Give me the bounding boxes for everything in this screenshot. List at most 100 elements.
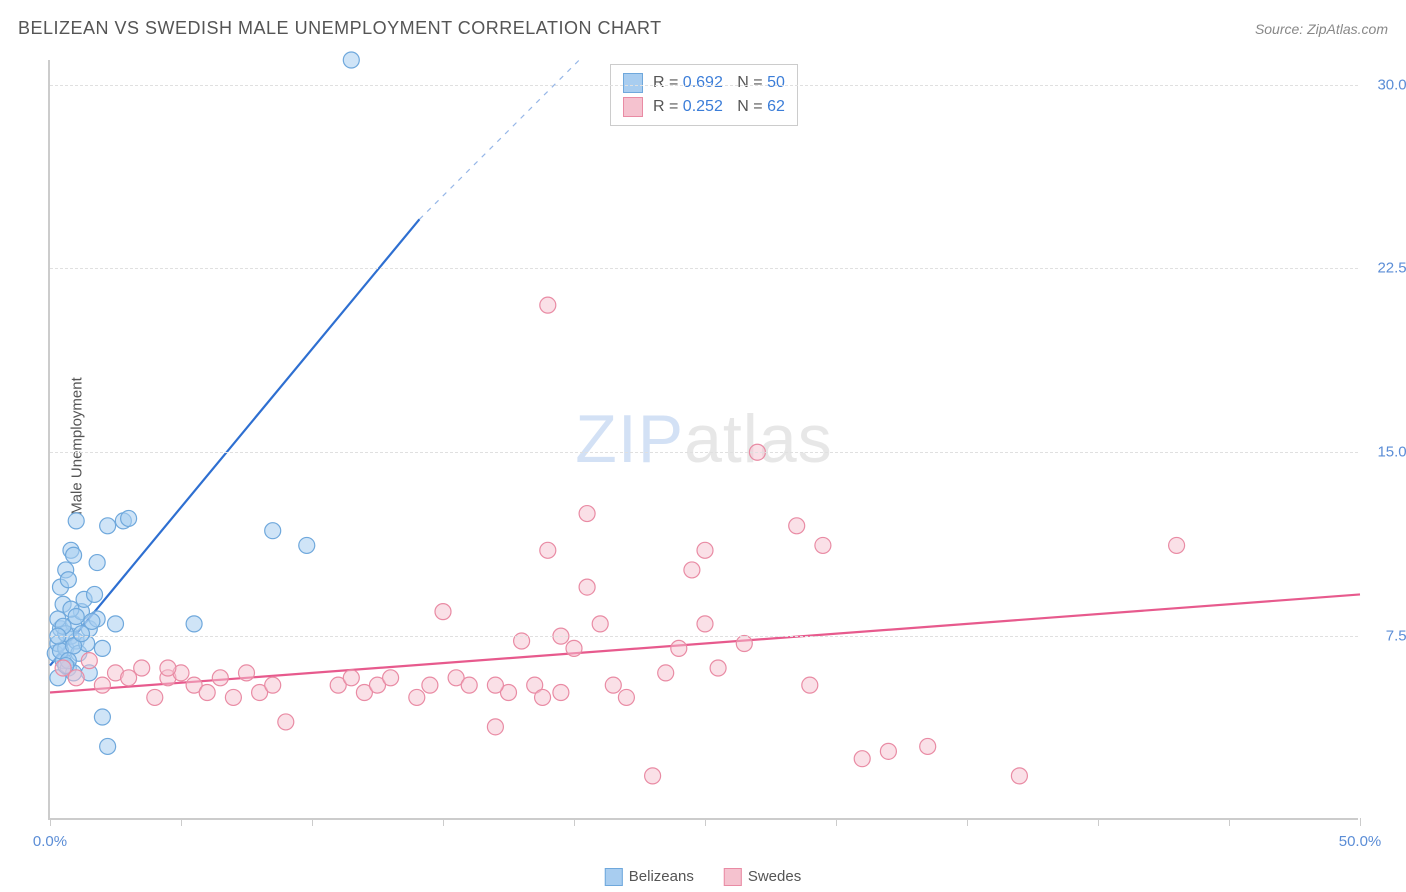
gridline-h: [50, 452, 1358, 453]
data-point: [108, 616, 124, 632]
data-point: [134, 660, 150, 676]
data-point: [81, 653, 97, 669]
data-point: [815, 537, 831, 553]
x-tick: [705, 818, 706, 826]
x-tick: [967, 818, 968, 826]
y-tick-label: 30.0%: [1377, 76, 1406, 93]
data-point: [73, 626, 89, 642]
data-point: [789, 518, 805, 534]
data-point: [553, 685, 569, 701]
scatter-svg: [50, 60, 1358, 818]
data-point: [618, 689, 634, 705]
correlation-stats-box: R = 0.692 N = 50R = 0.252 N = 62: [610, 64, 798, 126]
data-point: [60, 572, 76, 588]
data-point: [299, 537, 315, 553]
legend-swatch: [724, 868, 742, 886]
x-tick-label: 50.0%: [1339, 833, 1382, 850]
source-credit: Source: ZipAtlas.com: [1255, 21, 1388, 37]
x-tick: [574, 818, 575, 826]
data-point: [100, 738, 116, 754]
data-point: [579, 506, 595, 522]
data-point: [422, 677, 438, 693]
data-point: [736, 635, 752, 651]
data-point: [147, 689, 163, 705]
data-point: [671, 640, 687, 656]
data-point: [343, 670, 359, 686]
data-point: [697, 616, 713, 632]
y-tick-label: 22.5%: [1377, 260, 1406, 277]
data-point: [710, 660, 726, 676]
data-point: [592, 616, 608, 632]
data-point: [278, 714, 294, 730]
data-point: [487, 677, 503, 693]
data-point: [409, 689, 425, 705]
stats-swatch: [623, 97, 643, 117]
x-tick-label: 0.0%: [33, 833, 67, 850]
data-point: [66, 547, 82, 563]
data-point: [199, 685, 215, 701]
data-point: [1011, 768, 1027, 784]
data-point: [212, 670, 228, 686]
x-tick: [1229, 818, 1230, 826]
data-point: [160, 660, 176, 676]
plot-area: ZIPatlas R = 0.692 N = 50R = 0.252 N = 6…: [48, 60, 1358, 820]
chart-header: BELIZEAN VS SWEDISH MALE UNEMPLOYMENT CO…: [18, 18, 1388, 39]
y-tick-label: 15.0%: [1377, 444, 1406, 461]
data-point: [68, 609, 84, 625]
data-point: [186, 616, 202, 632]
x-tick: [1360, 818, 1361, 826]
data-point: [225, 689, 241, 705]
data-point: [87, 586, 103, 602]
x-tick: [1098, 818, 1099, 826]
gridline-h: [50, 636, 1358, 637]
legend-item: Swedes: [724, 868, 801, 886]
data-point: [239, 665, 255, 681]
data-point: [487, 719, 503, 735]
data-point: [121, 510, 137, 526]
x-tick: [312, 818, 313, 826]
data-point: [880, 743, 896, 759]
chart-title: BELIZEAN VS SWEDISH MALE UNEMPLOYMENT CO…: [18, 18, 662, 39]
stats-swatch: [623, 73, 643, 93]
data-point: [265, 677, 281, 693]
data-point: [68, 513, 84, 529]
data-point: [566, 640, 582, 656]
data-point: [854, 751, 870, 767]
x-tick: [50, 818, 51, 826]
y-tick-label: 7.5%: [1386, 628, 1406, 645]
source-link[interactable]: ZipAtlas.com: [1307, 21, 1388, 37]
data-point: [1169, 537, 1185, 553]
legend: BelizeansSwedes: [605, 868, 801, 886]
data-point: [540, 297, 556, 313]
data-point: [540, 542, 556, 558]
x-tick: [181, 818, 182, 826]
data-point: [100, 518, 116, 534]
stats-row: R = 0.252 N = 62: [623, 95, 785, 119]
x-tick: [836, 818, 837, 826]
data-point: [68, 670, 84, 686]
data-point: [920, 738, 936, 754]
data-point: [265, 523, 281, 539]
regression-line: [50, 219, 419, 665]
data-point: [383, 670, 399, 686]
data-point: [89, 555, 105, 571]
data-point: [658, 665, 674, 681]
data-point: [435, 604, 451, 620]
legend-swatch: [605, 868, 623, 886]
data-point: [94, 677, 110, 693]
data-point: [802, 677, 818, 693]
data-point: [94, 709, 110, 725]
data-point: [579, 579, 595, 595]
data-point: [697, 542, 713, 558]
data-point: [605, 677, 621, 693]
data-point: [343, 52, 359, 68]
data-point: [684, 562, 700, 578]
gridline-h: [50, 85, 1358, 86]
data-point: [461, 677, 477, 693]
data-point: [645, 768, 661, 784]
gridline-h: [50, 268, 1358, 269]
x-tick: [443, 818, 444, 826]
data-point: [94, 640, 110, 656]
stats-row: R = 0.692 N = 50: [623, 71, 785, 95]
data-point: [535, 689, 551, 705]
